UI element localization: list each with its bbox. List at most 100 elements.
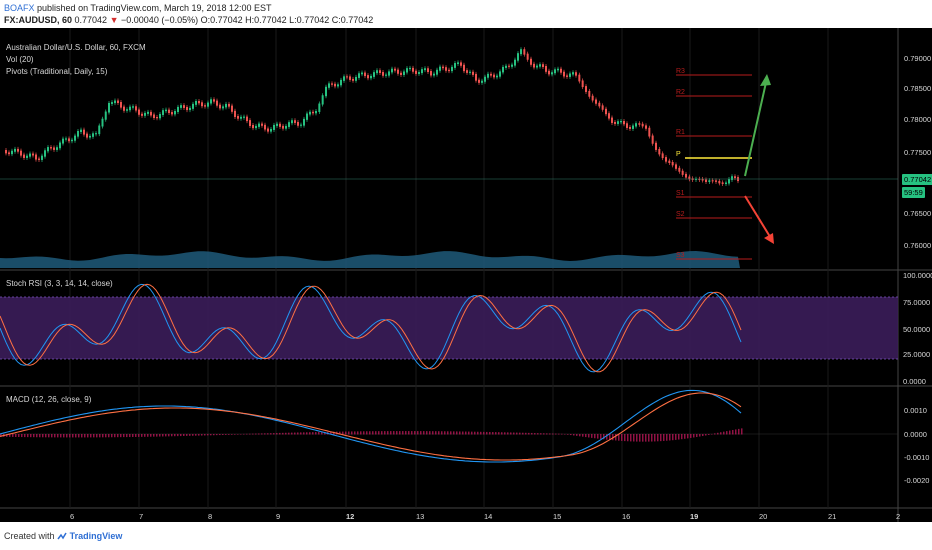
candle-body: [123, 106, 125, 111]
macd-histogram-bar: [15, 434, 17, 437]
macd-histogram-bar: [267, 433, 269, 435]
tradingview-logo-icon: [57, 532, 67, 540]
macd-histogram-bar: [558, 433, 560, 435]
macd-histogram-bar: [24, 434, 26, 438]
macd-histogram-bar: [84, 434, 86, 438]
macd-histogram-bar: [696, 434, 698, 438]
macd-histogram-bar: [723, 431, 725, 435]
macd-histogram-bar: [711, 433, 713, 435]
macd-histogram-bar: [459, 431, 461, 435]
macd-histogram-bar: [456, 431, 458, 435]
candle-body: [439, 66, 441, 71]
macd-histogram-bar: [411, 431, 413, 435]
macd-histogram-bar: [138, 434, 140, 437]
macd-histogram-bar: [114, 434, 116, 438]
macd-histogram-bar: [429, 431, 431, 435]
candle-body: [29, 153, 31, 157]
macd-histogram-bar: [120, 434, 122, 438]
candle-body: [273, 124, 275, 130]
candle-body: [53, 147, 55, 150]
candle-body: [343, 76, 345, 81]
macd-histogram-bar: [708, 434, 710, 435]
candle-body: [536, 65, 538, 68]
macd-histogram-bar: [333, 431, 335, 435]
macd-histogram-bar: [384, 431, 386, 435]
candle-body: [595, 99, 597, 104]
macd-histogram-bar: [585, 434, 587, 438]
pivots-label[interactable]: Pivots (Traditional, Daily, 15): [6, 67, 108, 76]
macd-histogram-bar: [66, 434, 68, 438]
macd-histogram-bar: [414, 431, 416, 435]
macd-histogram-bar: [609, 434, 611, 440]
macd-histogram-bar: [531, 432, 533, 435]
candle-body: [681, 170, 684, 175]
macd-histogram-bar: [285, 432, 287, 435]
candle-body: [508, 65, 510, 67]
macd-label[interactable]: MACD (12, 26, close, 9): [6, 395, 92, 404]
macd-histogram-bar: [144, 434, 146, 437]
macd-histogram-bar: [150, 434, 152, 437]
macd-histogram-bar: [705, 434, 707, 436]
macd-histogram-bar: [72, 434, 74, 438]
time-tick: 8: [208, 512, 213, 521]
candle-body: [517, 53, 519, 61]
candle-body: [481, 80, 483, 83]
macd-histogram-bar: [726, 431, 728, 435]
macd-histogram-bar: [693, 434, 695, 438]
up-arrow-icon: [744, 77, 768, 177]
candle-body: [141, 113, 143, 116]
tradingview-brand[interactable]: TradingView: [69, 531, 123, 541]
macd-histogram-bar: [579, 434, 581, 437]
macd-histogram-bar: [666, 434, 668, 441]
candle-body: [108, 102, 110, 113]
chart-area[interactable]: R3 R2 R1 P S1 S2 S3 Australian Dollar/U.S. Dol…: [0, 28, 932, 522]
author-link[interactable]: BOAFX: [4, 3, 35, 13]
macd-histogram-bar: [168, 434, 170, 437]
candle-body: [294, 120, 296, 123]
candle-body: [608, 113, 610, 119]
vol-label[interactable]: Vol (20): [6, 55, 34, 64]
candle-body: [95, 133, 97, 135]
candle-body: [246, 116, 248, 122]
macd-histogram-bar: [189, 434, 191, 436]
candle-body: [62, 138, 64, 144]
macd-histogram-bar: [12, 434, 14, 437]
candle-body: [478, 79, 480, 83]
stoch-d-line: [0, 283, 742, 373]
candle-body: [156, 117, 158, 119]
macd-histogram-bar: [339, 431, 341, 435]
candle-body: [403, 71, 405, 75]
candle-body: [548, 70, 550, 75]
ohlc-values: O:0.77042 H:0.77042 L:0.77042 C:0.77042: [200, 15, 374, 25]
candle-body: [711, 180, 714, 182]
candle-body: [626, 123, 628, 128]
candle-body: [171, 112, 173, 115]
time-tick: 9: [276, 512, 281, 521]
macd-histogram-bar: [738, 428, 740, 435]
candle-body: [433, 73, 435, 76]
candle-body: [59, 142, 61, 149]
macd-histogram-bar: [378, 431, 380, 435]
price-tick: 0.78500: [904, 84, 932, 93]
macd-histogram-bar: [96, 434, 98, 438]
macd-histogram-bar: [549, 433, 551, 435]
candle-body: [44, 150, 46, 157]
candle-body: [454, 63, 456, 68]
macd-histogram-bar: [537, 433, 539, 435]
time-tick: 16: [622, 512, 631, 521]
macd-histogram-bar: [399, 431, 401, 435]
chart-canvas[interactable]: R3 R2 R1 P S1 S2 S3: [0, 28, 932, 522]
symbol-label[interactable]: FX:AUDUSD, 60: [4, 15, 73, 25]
macd-histogram-bar: [42, 434, 44, 438]
macd-histogram-bar: [153, 434, 155, 437]
candle-body: [373, 72, 375, 77]
candle-body: [678, 167, 681, 172]
macd-histogram-bar: [258, 433, 260, 435]
candle-body: [705, 179, 707, 183]
macd-histogram-bar: [618, 434, 620, 441]
macd-histogram-bar: [417, 431, 419, 435]
macd-histogram-bar: [372, 431, 374, 435]
candle-body: [237, 115, 239, 119]
macd-histogram-bar: [387, 431, 389, 435]
stoch-label[interactable]: Stoch RSI (3, 3, 14, 14, close): [6, 279, 113, 288]
